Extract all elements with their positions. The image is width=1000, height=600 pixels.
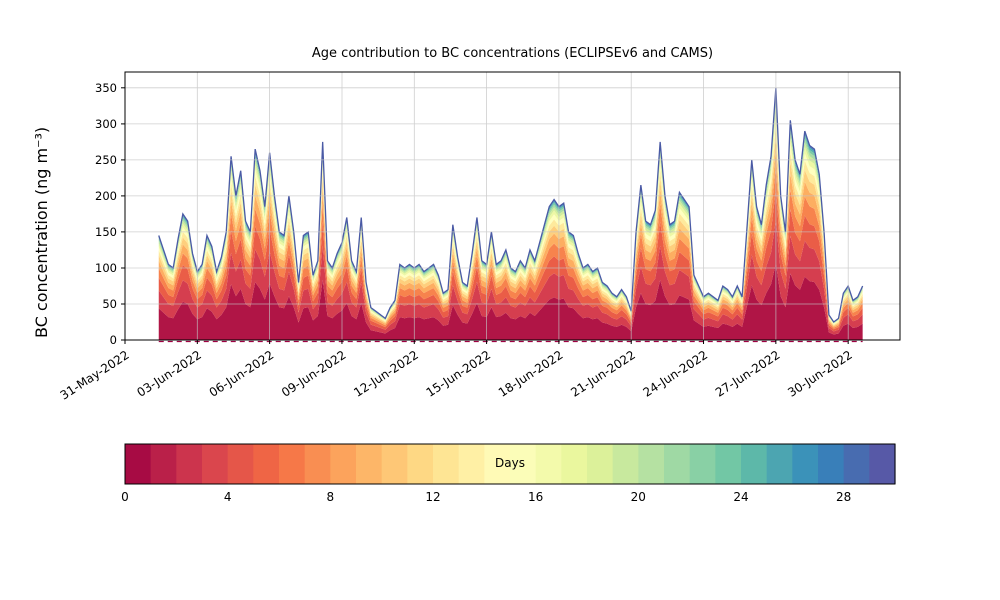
colorbar-border <box>124 443 896 485</box>
colorbar-segment <box>843 444 870 484</box>
x-tick-label: 27-Jun-2022 <box>713 348 783 400</box>
y-tick-label: 350 <box>95 81 117 95</box>
colorbar-segment <box>150 444 177 484</box>
colorbar-segment <box>664 444 691 484</box>
colorbar-segment <box>356 444 383 484</box>
colorbar-segment <box>561 444 588 484</box>
colorbar-tick-label: 16 <box>528 490 543 504</box>
colorbar-segment <box>330 444 357 484</box>
colorbar: 0 4 8 12 16 20 24 28 <box>121 443 896 504</box>
colorbar-segment <box>741 444 768 484</box>
age-band-10-12-days <box>158 135 863 327</box>
age-band-8-10-days <box>158 149 863 328</box>
colorbar-segment <box>227 444 254 484</box>
x-tick-label: 31-May-2022 <box>58 348 132 403</box>
x-tick-label: 24-Jun-2022 <box>641 348 711 400</box>
colorbar-segment <box>458 444 485 484</box>
age-band-6-8-days <box>158 166 863 330</box>
colorbar-tick-label: 8 <box>326 490 334 504</box>
colorbar-segment <box>715 444 742 484</box>
colorbar-segment <box>484 444 511 484</box>
age-band-4-6-days <box>158 189 863 332</box>
colorbar-segment <box>125 444 152 484</box>
colorbar-segment <box>253 444 280 484</box>
x-tick-label: 18-Jun-2022 <box>496 348 566 400</box>
colorbar-segment <box>869 444 896 484</box>
colorbar-segment <box>638 444 665 484</box>
colorbar-segment <box>689 444 716 484</box>
y-tick-label: 50 <box>102 297 117 311</box>
plot-border <box>124 71 901 341</box>
x-tick-label: 06-Jun-2022 <box>207 348 277 400</box>
colorbar-segment <box>407 444 434 484</box>
y-tick-label: 300 <box>95 117 117 131</box>
colorbar-tick-label: 4 <box>224 490 232 504</box>
x-tick-label: 12-Jun-2022 <box>351 348 421 400</box>
colorbar-tick-label: 28 <box>836 490 851 504</box>
x-tick-label: 03-Jun-2022 <box>134 348 204 400</box>
colorbar-segment <box>433 444 460 484</box>
colorbar-segment <box>381 444 408 484</box>
colorbar-segment <box>304 444 331 484</box>
colorbar-segment <box>818 444 845 484</box>
colorbar-segment <box>792 444 819 484</box>
x-tick-label: 21-Jun-2022 <box>568 348 638 400</box>
colorbar-segment <box>766 444 793 484</box>
colorbar-tick-label: 20 <box>631 490 646 504</box>
colorbar-segment <box>202 444 229 484</box>
colorbar-segment <box>510 444 537 484</box>
colorbar-segment <box>587 444 614 484</box>
colorbar-tick-label: 0 <box>121 490 129 504</box>
y-tick-label: 150 <box>95 225 117 239</box>
y-tick-label: 200 <box>95 189 117 203</box>
colorbar-segment <box>176 444 203 484</box>
age-band-2-4-days <box>158 220 863 335</box>
colorbar-tick-label: 24 <box>733 490 748 504</box>
y-tick-label: 250 <box>95 153 117 167</box>
y-tick-label: 0 <box>110 333 117 347</box>
x-tick-label: 09-Jun-2022 <box>279 348 349 400</box>
colorbar-tick-label: 12 <box>425 490 440 504</box>
colorbar-segment <box>535 444 562 484</box>
colorbar-segment <box>612 444 639 484</box>
x-tick-label: 30-Jun-2022 <box>785 348 855 400</box>
x-tick-label: 15-Jun-2022 <box>424 348 494 400</box>
stacked-areas <box>158 87 864 343</box>
age-band-0-2-days <box>158 263 863 340</box>
y-tick-label: 100 <box>95 261 117 275</box>
age-band-12-14-days <box>158 123 863 326</box>
colorbar-segment <box>279 444 306 484</box>
